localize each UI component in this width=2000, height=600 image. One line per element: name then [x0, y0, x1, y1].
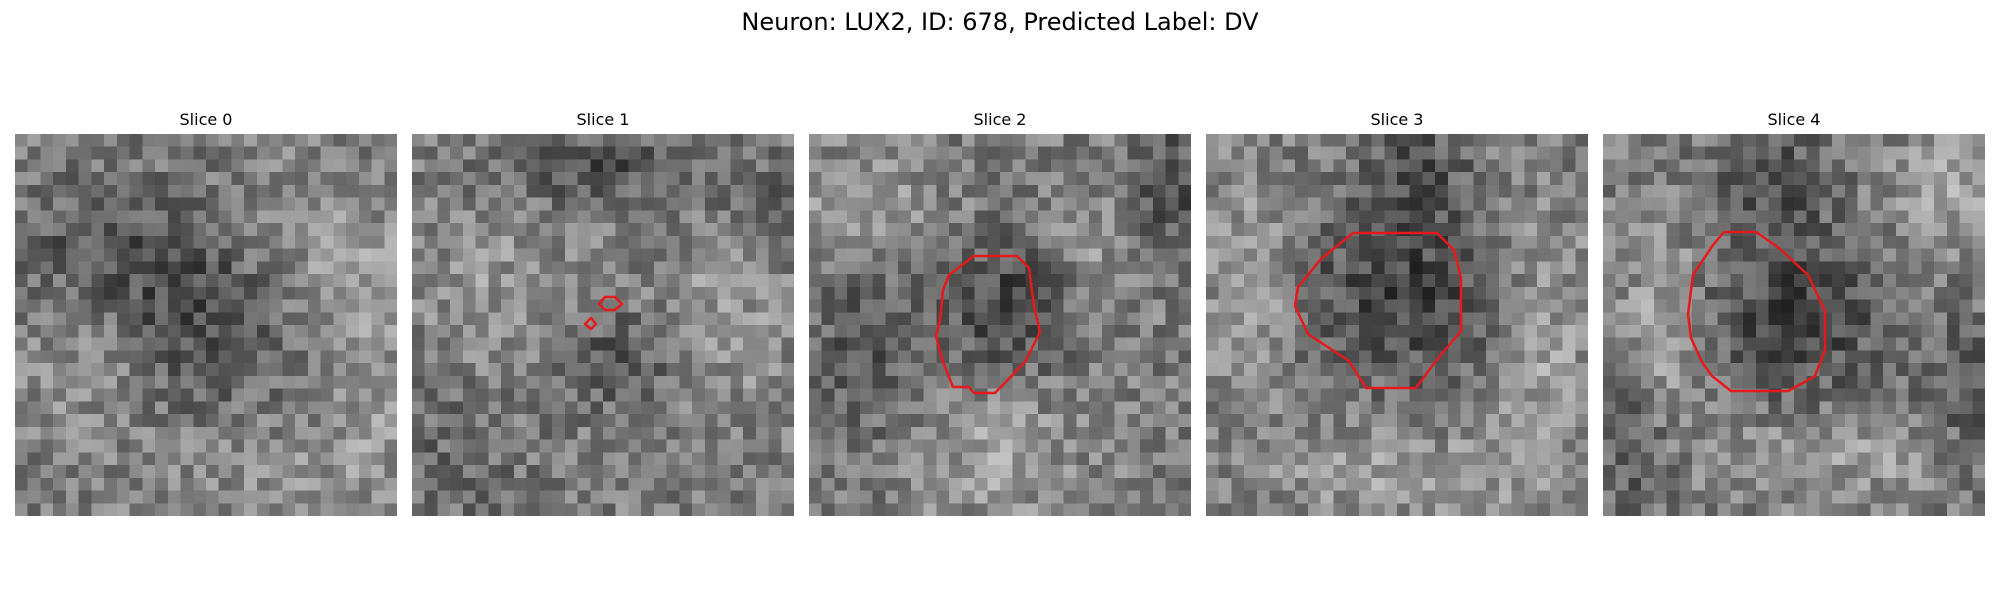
panel-title-slice-3: Slice 3	[1370, 110, 1424, 129]
panel-title-slice-0: Slice 0	[179, 110, 233, 129]
slice-4-image	[1603, 134, 1985, 516]
panel-title-slice-2: Slice 2	[973, 110, 1027, 129]
figure-title: Neuron: LUX2, ID: 678, Predicted Label: …	[741, 8, 1259, 36]
slice-1-image	[412, 134, 794, 516]
slice-3-image	[1206, 134, 1588, 516]
panel-title-slice-1: Slice 1	[576, 110, 630, 129]
slice-2-image	[809, 134, 1191, 516]
panel-title-slice-4: Slice 4	[1767, 110, 1821, 129]
slice-0-image	[15, 134, 397, 516]
